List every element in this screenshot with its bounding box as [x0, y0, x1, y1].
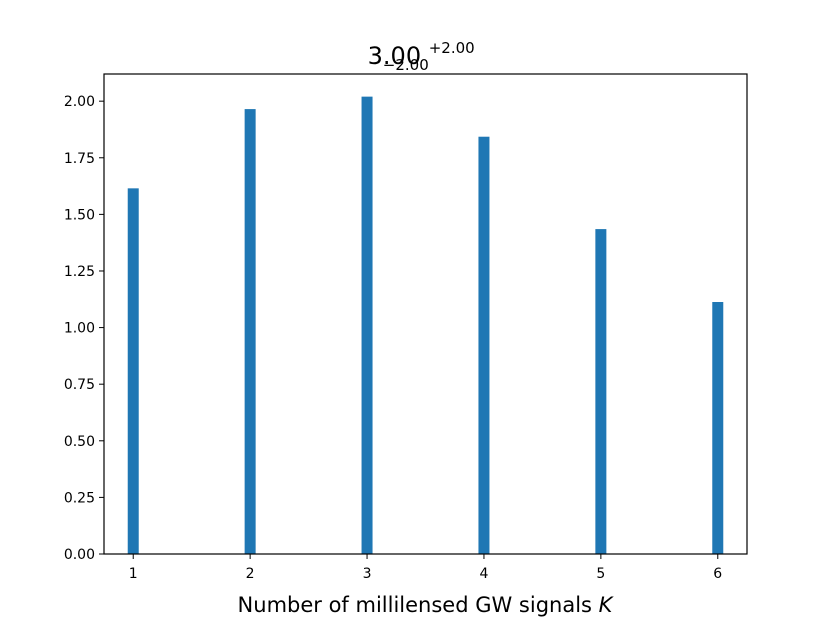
plot-area-frame — [103, 73, 748, 555]
x-tick-label: 1 — [129, 566, 138, 582]
x-tick-label: 4 — [479, 566, 488, 582]
title-value: 3.00 — [368, 42, 421, 70]
y-tick-label: 0.00 — [64, 547, 95, 563]
x-axis-label: Number of millilensed GW signals K — [238, 593, 615, 617]
x-tick-label: 6 — [713, 566, 722, 582]
bar-4 — [478, 136, 490, 554]
x-axis-label-text: Number of millilensed GW signals — [238, 593, 599, 617]
x-tick-label: 3 — [363, 566, 372, 582]
bar-5 — [595, 229, 607, 554]
x-tick-label: 2 — [246, 566, 255, 582]
title-upper-error: +2.00 — [429, 39, 475, 57]
y-tick-label: 0.50 — [64, 434, 95, 450]
y-tick-label: 1.00 — [64, 321, 95, 337]
bar-3 — [361, 96, 373, 554]
x-axis-label-variable: K — [599, 593, 615, 617]
title-lower-error: −2.00 — [383, 56, 429, 74]
y-tick-label: 0.75 — [64, 377, 95, 393]
x-axis-ticks: 1 2 3 4 5 6 — [129, 554, 722, 582]
y-axis-ticks: 0.00 0.25 0.50 0.75 1.00 1.25 1.50 1.75 2.00 — [64, 94, 104, 563]
y-tick-label: 2.00 — [64, 94, 95, 110]
bars-group — [127, 96, 724, 555]
bar-1 — [127, 188, 139, 554]
y-tick-label: 1.25 — [64, 264, 95, 280]
chart-title: 3.00 +2.00 −2.00 — [368, 31, 483, 74]
bar-6 — [712, 302, 724, 554]
x-tick-label: 5 — [596, 566, 605, 582]
y-tick-label: 0.25 — [64, 490, 95, 506]
y-tick-label: 1.50 — [64, 207, 95, 223]
bar-2 — [244, 109, 256, 555]
y-tick-label: 1.75 — [64, 151, 95, 167]
